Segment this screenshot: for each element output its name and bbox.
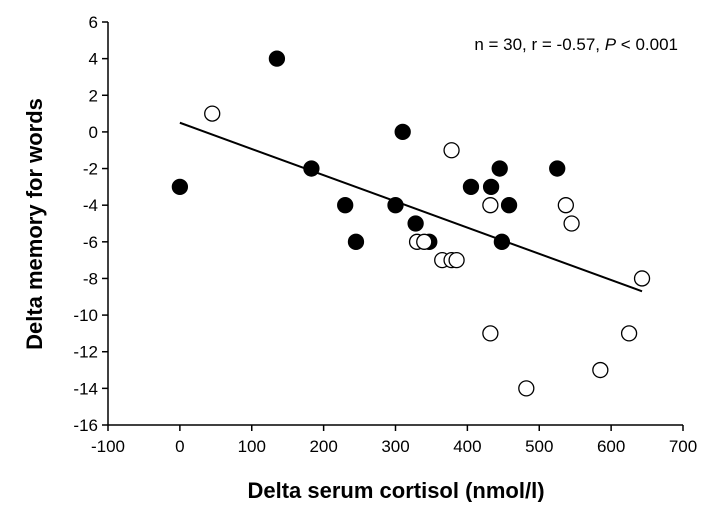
x-tick-label: 400 bbox=[453, 437, 481, 456]
y-tick-label: -14 bbox=[73, 379, 98, 398]
x-tick-label: 0 bbox=[175, 437, 184, 456]
point bbox=[448, 251, 465, 269]
point bbox=[443, 142, 460, 159]
point bbox=[416, 233, 433, 250]
x-tick-label: 500 bbox=[525, 437, 553, 456]
point bbox=[549, 160, 566, 177]
y-tick-label: -6 bbox=[83, 233, 98, 252]
y-tick-label: -4 bbox=[83, 196, 98, 215]
y-tick-label: -12 bbox=[73, 343, 98, 362]
point bbox=[347, 233, 365, 250]
point bbox=[407, 215, 424, 232]
point bbox=[592, 361, 609, 379]
y-tick-label: 6 bbox=[89, 13, 98, 32]
annotation-part: < 0.001 bbox=[616, 35, 678, 54]
point bbox=[394, 123, 411, 141]
y-tick-label: -8 bbox=[83, 269, 98, 288]
point bbox=[387, 197, 404, 214]
x-tick-label: 200 bbox=[309, 437, 337, 456]
point bbox=[171, 178, 189, 196]
y-tick-label: -10 bbox=[73, 306, 98, 325]
y-tick-label: -2 bbox=[83, 160, 98, 179]
point bbox=[493, 233, 511, 250]
x-tick-label: 700 bbox=[669, 437, 697, 456]
point bbox=[303, 160, 320, 177]
point bbox=[557, 197, 574, 214]
point bbox=[482, 197, 499, 214]
point bbox=[633, 270, 651, 287]
point bbox=[268, 50, 286, 67]
point bbox=[620, 325, 638, 342]
point bbox=[462, 178, 480, 196]
point bbox=[491, 160, 508, 177]
point bbox=[482, 325, 499, 342]
point bbox=[337, 197, 354, 214]
y-tick-label: 4 bbox=[89, 50, 98, 69]
x-tick-label: 300 bbox=[381, 437, 409, 456]
x-tick-label: 100 bbox=[238, 437, 266, 456]
x-axis-title: Delta serum cortisol (nmol/l) bbox=[247, 478, 544, 502]
y-tick-label: 0 bbox=[89, 123, 98, 142]
annotation-part: P bbox=[605, 35, 617, 54]
annotation-part: n = 30, r = -0.57, bbox=[474, 35, 604, 54]
point bbox=[500, 197, 518, 214]
point bbox=[563, 215, 580, 232]
x-tick-label: 600 bbox=[597, 437, 625, 456]
annotation: n = 30, r = -0.57, P < 0.001 bbox=[474, 35, 678, 54]
y-tick-label: -16 bbox=[73, 416, 98, 435]
x-tick-label: -100 bbox=[91, 437, 125, 456]
trendline bbox=[179, 121, 643, 293]
point bbox=[204, 105, 221, 122]
y-tick-label: 2 bbox=[89, 86, 98, 105]
point bbox=[482, 178, 500, 196]
y-axis-title: Delta memory for words bbox=[22, 98, 47, 350]
point bbox=[518, 380, 535, 397]
